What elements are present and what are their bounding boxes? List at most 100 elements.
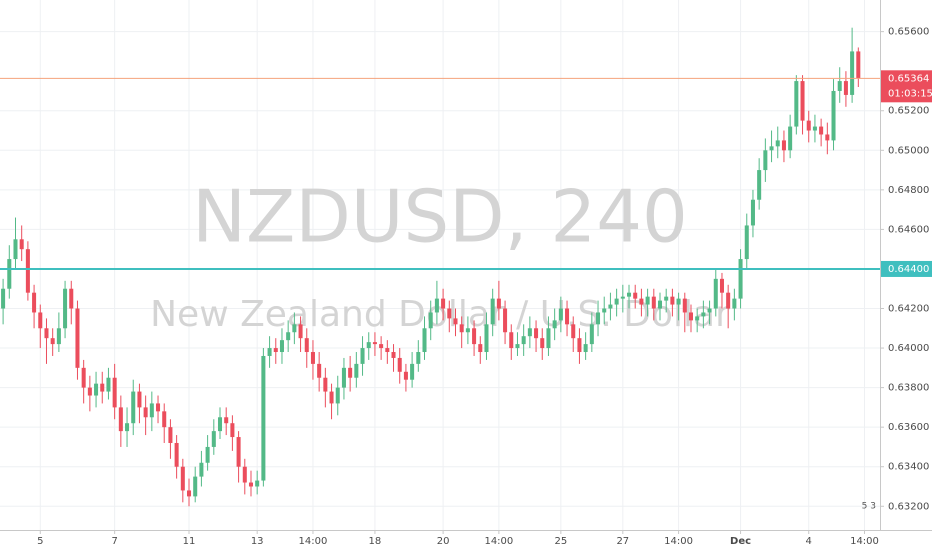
- horizontal-line-label-box: [881, 260, 932, 277]
- candle-body: [434, 298, 439, 313]
- candle-body: [230, 423, 235, 438]
- y-tick-label: 0.64800: [888, 185, 929, 196]
- candle-body: [224, 417, 229, 424]
- x-tick-label: 13: [251, 536, 264, 547]
- candle-body: [94, 383, 99, 396]
- candle-body: [781, 140, 786, 151]
- candle-body: [558, 308, 563, 321]
- candle-body: [614, 298, 619, 305]
- candle-body: [199, 462, 204, 477]
- candle-body: [540, 338, 545, 349]
- candle-body: [757, 170, 762, 200]
- candle-body: [744, 225, 749, 260]
- candle-body: [118, 407, 123, 432]
- candle-body: [608, 304, 613, 309]
- candle-body: [44, 328, 49, 339]
- horizontal-line-label: 0.64400: [888, 264, 929, 275]
- candle-body: [174, 442, 179, 467]
- candle-body: [571, 324, 576, 339]
- candle-body: [738, 259, 743, 299]
- candle-body: [633, 292, 638, 299]
- candle-body: [806, 120, 811, 131]
- candle-body: [25, 249, 30, 293]
- badge[interactable]: 5 3: [862, 502, 876, 512]
- candle-body: [193, 476, 198, 497]
- candle-body: [552, 320, 557, 329]
- candle-body: [503, 308, 508, 333]
- candle-body: [410, 363, 415, 380]
- x-tick-label: 11: [183, 536, 196, 547]
- candle-body: [236, 437, 241, 467]
- last-price-label: 0.65364: [888, 73, 929, 84]
- x-tick-label: 18: [369, 536, 382, 547]
- candle-body: [143, 407, 148, 418]
- candle-body: [664, 296, 669, 301]
- candle-body: [831, 90, 836, 141]
- candle-body: [63, 288, 68, 329]
- x-tick-label: 4: [806, 536, 812, 547]
- candle-body: [639, 298, 644, 305]
- candle-body: [335, 387, 340, 404]
- candle-body: [279, 340, 284, 353]
- candle-body: [168, 427, 173, 443]
- watermark-title: NZDUSD, 240: [192, 175, 688, 259]
- candle-body: [509, 332, 514, 349]
- candle-body: [726, 292, 731, 309]
- x-tick-label: 14:00: [664, 536, 693, 547]
- candle-body: [385, 348, 390, 353]
- candle-body: [627, 292, 632, 297]
- candle-body: [645, 296, 650, 305]
- candle-body: [732, 298, 737, 309]
- candle-body: [850, 51, 855, 95]
- candle-body: [329, 391, 334, 404]
- candle-body: [360, 348, 365, 364]
- candle-body: [87, 387, 92, 396]
- candle-body: [750, 199, 755, 226]
- candle-body: [701, 312, 706, 317]
- candle-body: [69, 288, 74, 309]
- candle-body: [125, 423, 130, 432]
- y-tick-label: 0.63400: [888, 462, 929, 473]
- candle-body: [441, 298, 446, 309]
- candle-body: [317, 363, 322, 378]
- candle-body: [261, 355, 266, 481]
- candle-body: [379, 344, 384, 349]
- candle-body: [286, 332, 291, 341]
- candle-body: [775, 140, 780, 147]
- candle-body: [391, 352, 396, 358]
- candle-body: [180, 466, 185, 491]
- candle-body: [56, 328, 61, 345]
- candle-body: [713, 278, 718, 309]
- candle-body: [800, 81, 805, 121]
- candle-body: [496, 298, 501, 309]
- candle-body: [50, 338, 55, 345]
- candle-body: [137, 391, 142, 408]
- y-tick-label: 0.63600: [888, 422, 929, 433]
- axes: 0.63200 0.63400 0.63600 0.63800 0.64000 0.642…: [37, 27, 932, 547]
- candle-body: [577, 338, 582, 353]
- candle-body: [13, 239, 18, 260]
- candle-body: [837, 81, 842, 91]
- candle-body: [75, 308, 80, 368]
- candle-body: [19, 239, 24, 250]
- candle-body: [156, 403, 161, 412]
- y-tick-label: 0.64000: [888, 343, 929, 354]
- candle-body: [670, 296, 675, 305]
- candle-body: [484, 324, 489, 353]
- candle-body: [112, 377, 117, 408]
- candle-body: [769, 146, 774, 151]
- candle-body: [589, 324, 594, 345]
- candle-body: [490, 298, 495, 325]
- last-price-box: [881, 70, 932, 103]
- candle-body: [162, 411, 167, 428]
- candle-body: [310, 352, 315, 364]
- x-tick-label: 14:00: [299, 536, 328, 547]
- candle-body: [856, 51, 861, 79]
- y-tick-label: 0.64600: [888, 224, 929, 235]
- candle-body: [248, 482, 253, 487]
- candle-body: [149, 403, 154, 418]
- candle-body: [422, 328, 427, 353]
- candle-body: [416, 352, 421, 364]
- candle-body: [32, 292, 37, 313]
